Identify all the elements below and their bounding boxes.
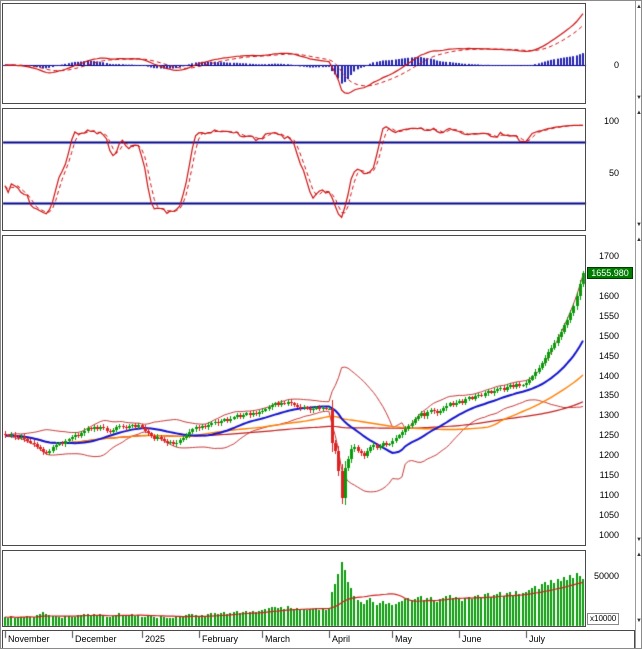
volume-panel-scroll-down-icon[interactable]: ▼ (636, 618, 642, 624)
y-axis-label: 1100 (599, 490, 619, 500)
stoch-panel-scroll-up-icon[interactable]: ▲ (636, 110, 642, 116)
volume-multiplier-label: x10000 (587, 613, 620, 625)
month-label: April (332, 634, 351, 644)
y-axis-label: 1000 (598, 530, 619, 540)
y-axis-label: 100 (603, 116, 619, 126)
month-label: November (8, 634, 50, 644)
y-axis-label: 1400 (598, 371, 619, 381)
y-axis-label: 1200 (598, 450, 619, 460)
y-axis-label: 1450 (598, 351, 619, 361)
y-axis-label: 1550 (598, 311, 619, 321)
price-panel-scroll-up-icon[interactable]: ▲ (636, 237, 642, 243)
macd-panel-scroll-up-icon[interactable]: ▲ (636, 4, 642, 10)
y-axis-label: 1700 (598, 251, 619, 261)
month-label: July (529, 634, 546, 644)
month-label: February (202, 634, 239, 644)
y-axis-label: 1600 (598, 291, 619, 301)
stoch-panel-scroll-down-icon[interactable]: ▼ (636, 222, 642, 228)
y-axis-label: 1150 (599, 470, 619, 480)
right-scroll-strip: ▲ ▼ ▲ ▼ ▲ ▼ ▲ ▼ (635, 1, 642, 648)
y-axis-label: 1250 (598, 430, 619, 440)
y-axis-label: 0 (613, 60, 619, 70)
y-axis-label: 1050 (598, 510, 619, 520)
y-axis-label: 1350 (598, 390, 619, 400)
last-price-badge: 1655.980 (587, 267, 633, 279)
y-axis-label: 1500 (598, 331, 619, 341)
price-panel-scroll-down-icon[interactable]: ▼ (636, 537, 642, 543)
volume-panel-scroll-up-icon[interactable]: ▲ (636, 552, 642, 558)
macd-panel-scroll-down-icon[interactable]: ▼ (636, 95, 642, 101)
month-label: June (462, 634, 482, 644)
month-label: March (265, 634, 291, 644)
month-label: December (75, 634, 117, 644)
y-axis-label: 50 (608, 168, 619, 178)
month-label: 2025 (145, 634, 166, 644)
y-axis-label: 1300 (598, 410, 619, 420)
month-label: May (395, 634, 413, 644)
y-axis-label: 50000 (593, 571, 619, 581)
